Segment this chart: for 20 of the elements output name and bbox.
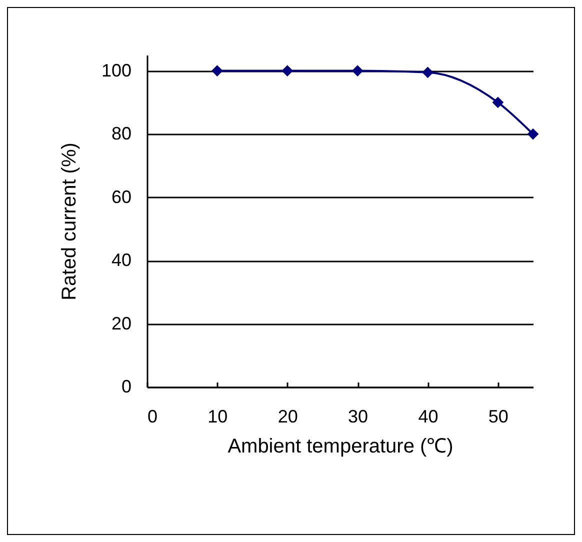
- point: [352, 65, 364, 77]
- x-tick-label: 40: [418, 406, 438, 426]
- x-tick-label: 0: [148, 406, 158, 426]
- point: [492, 96, 504, 108]
- y-tick-label: 20: [111, 313, 132, 334]
- point: [211, 65, 223, 77]
- y-tick-label: 0: [121, 376, 132, 396]
- x-tick-label: 10: [208, 406, 228, 426]
- x-tick-label: 50: [488, 406, 508, 426]
- y-tick-label: 40: [111, 250, 132, 270]
- point: [422, 66, 434, 78]
- x-tick-label: 20: [278, 406, 298, 426]
- point: [282, 65, 294, 77]
- y-tick-label: 100: [101, 60, 132, 80]
- y-tick-label: 60: [111, 186, 132, 207]
- point: [527, 128, 539, 140]
- x-axis-title: Ambient temperature (℃): [228, 436, 454, 458]
- x-tick-label: 30: [348, 406, 368, 426]
- y-tick-label: 80: [111, 124, 132, 144]
- y-axis-title: Rated current (%): [58, 142, 80, 300]
